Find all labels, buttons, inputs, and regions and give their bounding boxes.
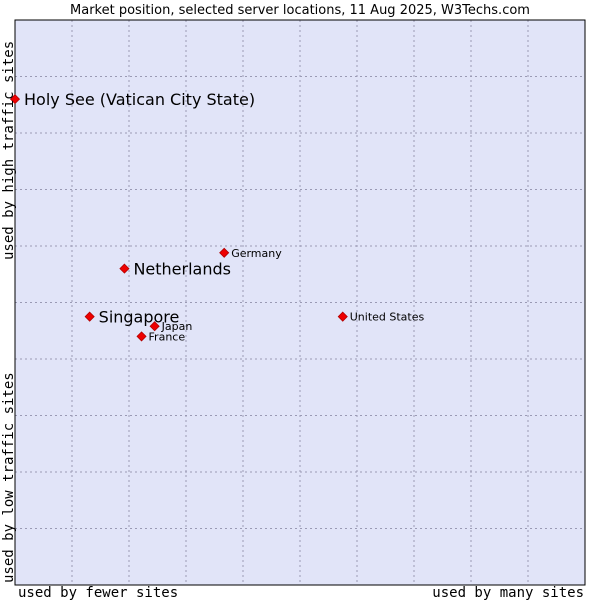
x-axis-label-right: used by many sites <box>432 585 584 600</box>
point-marker-netherlands <box>119 263 130 274</box>
chart-title: Market position, selected server locatio… <box>70 3 530 18</box>
point-marker-japan <box>149 321 160 332</box>
point-label-singapore: Singapore <box>99 308 180 327</box>
point-label-germany: Germany <box>231 247 282 260</box>
x-axis-label-left: used by fewer sites <box>18 585 178 600</box>
y-axis-label-top: used by high traffic sites <box>1 41 17 260</box>
data-points: Holy See (Vatican City State) Netherlands… <box>9 90 425 343</box>
point-label-holy-see-vatican-city-state: Holy See (Vatican City State) <box>24 90 255 109</box>
y-axis-label-bottom: used by low traffic sites <box>1 372 17 583</box>
grid-lines <box>15 20 585 585</box>
point-marker-germany <box>219 247 230 258</box>
point-marker-united-states <box>337 311 348 322</box>
point-label-france: France <box>149 330 186 343</box>
point-label-united-states: United States <box>350 311 425 324</box>
point-label-japan: Japan <box>161 320 193 333</box>
point-marker-singapore <box>84 311 95 322</box>
plot-frame <box>14 19 586 586</box>
point-marker-france <box>136 331 147 342</box>
point-label-netherlands: Netherlands <box>133 260 231 279</box>
point-marker-holy-see-vatican-city-state <box>9 94 21 105</box>
